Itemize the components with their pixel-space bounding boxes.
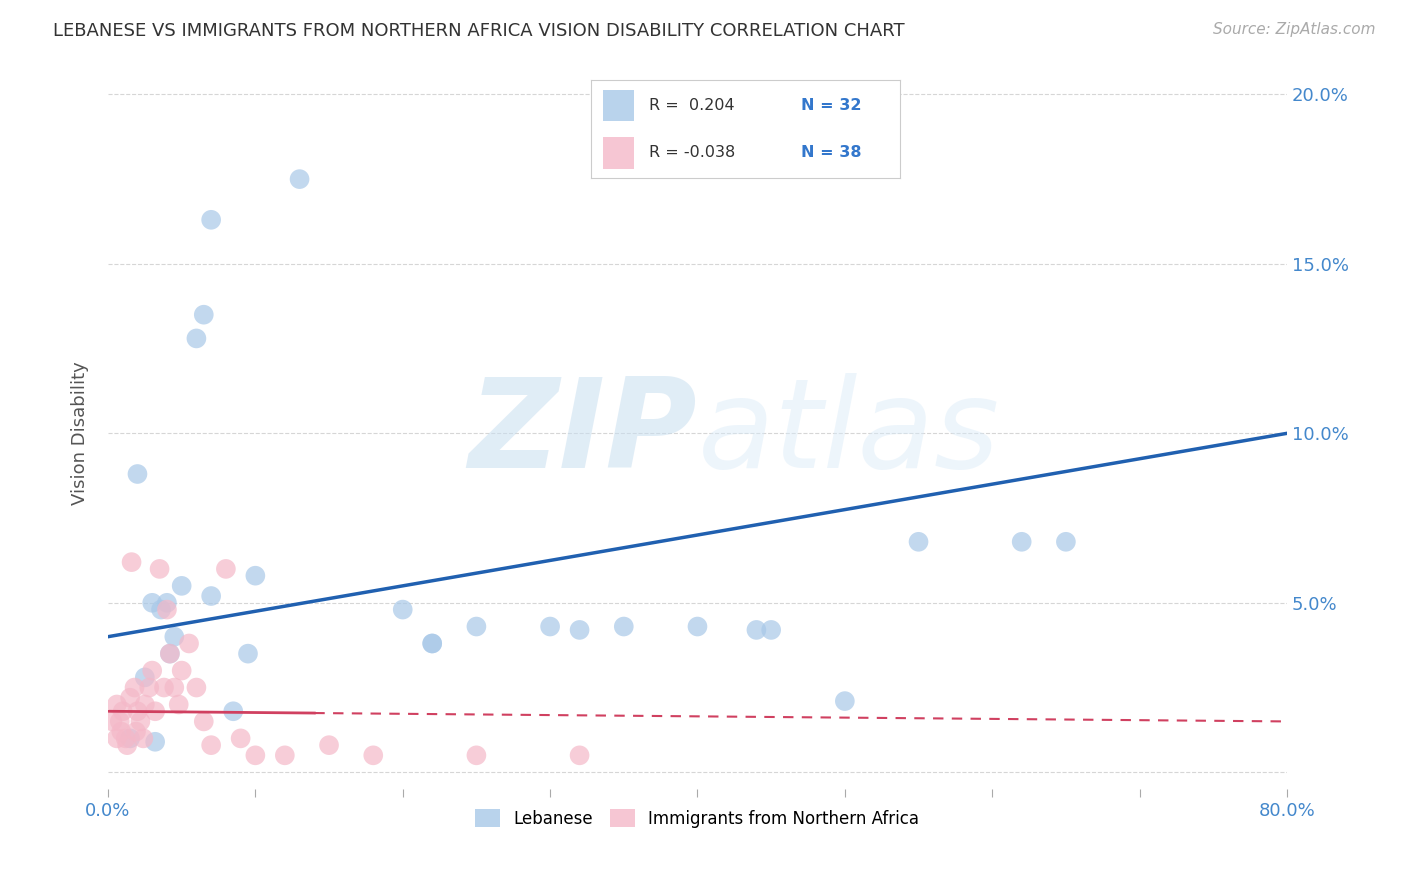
Point: [141, 596, 163, 610]
Point: [186, 331, 208, 345]
Point: [111, 704, 134, 718]
Point: [127, 704, 149, 718]
Text: LEBANESE VS IMMIGRANTS FROM NORTHERN AFRICA VISION DISABILITY CORRELATION CHART: LEBANESE VS IMMIGRANTS FROM NORTHERN AFR…: [53, 22, 905, 40]
Point: [120, 690, 142, 705]
Point: [105, 731, 128, 746]
Point: [115, 738, 138, 752]
Point: [120, 731, 142, 746]
Point: [143, 735, 166, 749]
Point: [125, 724, 148, 739]
Point: [193, 308, 215, 322]
Point: [108, 714, 131, 729]
Point: [613, 619, 636, 633]
Point: [245, 748, 267, 763]
Point: [163, 630, 186, 644]
Point: [163, 681, 186, 695]
Bar: [603, 137, 634, 169]
Point: [159, 647, 181, 661]
Point: [420, 636, 443, 650]
Point: [170, 664, 193, 678]
Point: [834, 694, 856, 708]
Point: [465, 619, 488, 633]
Point: [274, 748, 297, 763]
Point: [538, 619, 561, 633]
Point: [170, 579, 193, 593]
Point: [148, 562, 170, 576]
Point: [1011, 534, 1033, 549]
Point: [361, 748, 384, 763]
Point: [568, 748, 591, 763]
Point: [200, 738, 222, 752]
Point: [177, 636, 200, 650]
Point: [215, 562, 238, 576]
Point: [156, 602, 179, 616]
Point: [143, 704, 166, 718]
Point: [156, 596, 179, 610]
Text: ZIP: ZIP: [468, 373, 697, 494]
Point: [134, 698, 156, 712]
Text: N = 38: N = 38: [801, 145, 862, 160]
Point: [229, 731, 252, 746]
Text: atlas: atlas: [697, 373, 1000, 494]
Point: [200, 212, 222, 227]
Point: [759, 623, 782, 637]
Point: [105, 698, 128, 712]
Text: R =  0.204: R = 0.204: [650, 98, 735, 112]
Point: [1054, 534, 1077, 549]
Point: [141, 664, 163, 678]
Point: [127, 467, 149, 481]
Point: [420, 636, 443, 650]
Point: [907, 534, 929, 549]
Legend: Lebanese, Immigrants from Northern Africa: Lebanese, Immigrants from Northern Afric…: [468, 803, 927, 834]
Point: [110, 724, 132, 739]
Text: N = 32: N = 32: [801, 98, 862, 112]
Point: [134, 670, 156, 684]
Point: [391, 602, 413, 616]
Point: [167, 698, 190, 712]
Point: [318, 738, 340, 752]
Point: [568, 623, 591, 637]
Point: [186, 681, 208, 695]
Point: [150, 602, 173, 616]
Point: [101, 714, 124, 729]
Point: [222, 704, 245, 718]
Bar: [603, 90, 634, 121]
Point: [200, 589, 222, 603]
Point: [114, 731, 136, 746]
Point: [288, 172, 311, 186]
Point: [124, 681, 146, 695]
Point: [193, 714, 215, 729]
Point: [686, 619, 709, 633]
Point: [465, 748, 488, 763]
Point: [121, 555, 143, 569]
Y-axis label: Vision Disability: Vision Disability: [72, 361, 89, 505]
Text: Source: ZipAtlas.com: Source: ZipAtlas.com: [1212, 22, 1375, 37]
Point: [245, 568, 267, 582]
Point: [745, 623, 768, 637]
Point: [159, 647, 181, 661]
Point: [153, 681, 176, 695]
Point: [138, 681, 160, 695]
Point: [236, 647, 259, 661]
Point: [129, 714, 152, 729]
Text: R = -0.038: R = -0.038: [650, 145, 735, 160]
Point: [132, 731, 155, 746]
